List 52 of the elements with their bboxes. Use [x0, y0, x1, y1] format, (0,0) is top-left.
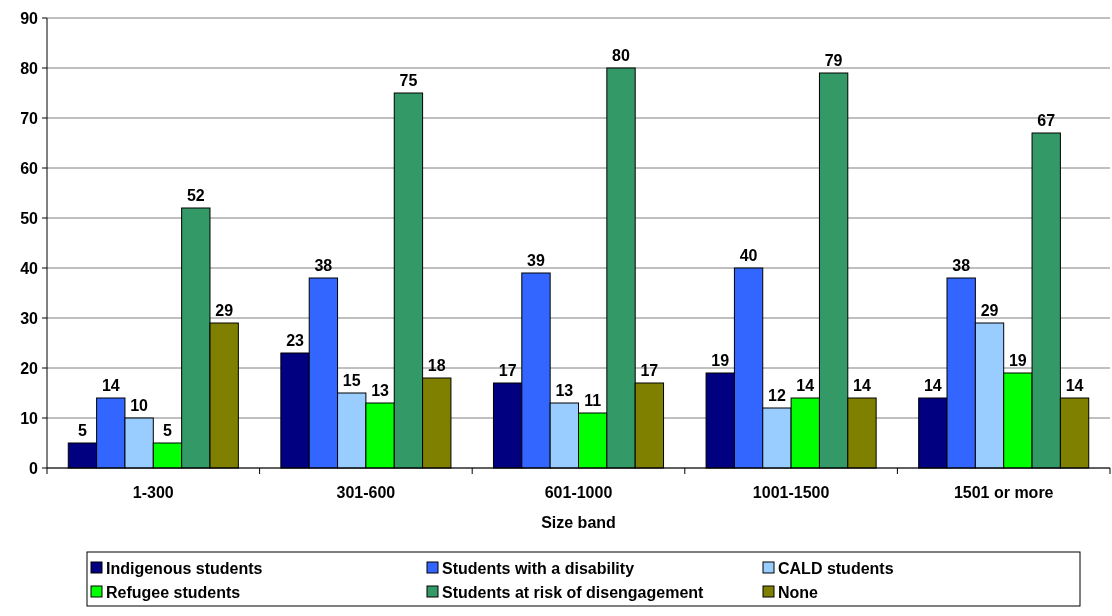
y-tick-label: 90	[20, 9, 39, 27]
y-tick-label: 40	[20, 259, 39, 277]
data-label: 14	[796, 377, 815, 394]
data-label: 52	[186, 187, 205, 204]
data-label: 80	[612, 47, 631, 64]
legend-label: Students with a disability	[442, 559, 635, 577]
data-label: 5	[77, 422, 87, 439]
x-tick-label: 1-300	[132, 484, 174, 501]
x-tick-label: 301-600	[336, 484, 396, 501]
data-label: 38	[952, 257, 971, 274]
data-label: 13	[371, 382, 390, 399]
y-tick-label: 70	[20, 109, 39, 127]
data-label: 19	[1008, 352, 1027, 369]
y-tick-label: 80	[20, 59, 39, 77]
data-label: 75	[399, 72, 418, 89]
y-tick-label: 50	[20, 209, 39, 227]
y-tick-label: 10	[20, 409, 39, 427]
data-label: 19	[711, 352, 730, 369]
data-label: 11	[584, 392, 602, 409]
data-label: 40	[739, 247, 758, 264]
data-label: 17	[498, 362, 517, 379]
y-tick-label: 60	[20, 159, 39, 177]
data-label: 5	[163, 422, 173, 439]
legend-label: None	[778, 583, 819, 601]
legend-label: Refugee students	[106, 583, 241, 601]
data-label: 67	[1037, 112, 1056, 129]
x-tick-label: 1501 or more	[953, 484, 1054, 501]
data-label: 14	[853, 377, 871, 394]
data-label: 17	[640, 362, 659, 379]
data-label: 79	[824, 52, 843, 69]
data-label: 18	[427, 357, 446, 374]
data-label: 29	[980, 302, 999, 319]
legend-label: Students at risk of disengagement	[442, 583, 705, 601]
data-label: 13	[555, 382, 574, 399]
data-label: 15	[342, 372, 361, 389]
x-axis-title: Size band	[541, 514, 616, 531]
x-tick-label: 601-1000	[544, 484, 613, 501]
data-label: 39	[527, 252, 545, 269]
legend-label: Indigenous students	[106, 559, 263, 577]
y-tick-label: 0	[29, 459, 39, 477]
y-tick-label: 30	[20, 309, 39, 327]
data-label: 29	[215, 302, 234, 319]
data-label: 10	[130, 397, 149, 414]
data-label: 12	[768, 387, 786, 404]
x-tick-label: 1001-1500	[752, 484, 830, 501]
data-label: 14	[101, 377, 120, 394]
legend-label: CALD students	[778, 559, 894, 577]
y-tick-label: 20	[20, 359, 39, 377]
data-label: 38	[314, 257, 333, 274]
data-label: 14	[923, 377, 942, 394]
data-label: 14	[1065, 377, 1084, 394]
data-label: 23	[286, 332, 305, 349]
